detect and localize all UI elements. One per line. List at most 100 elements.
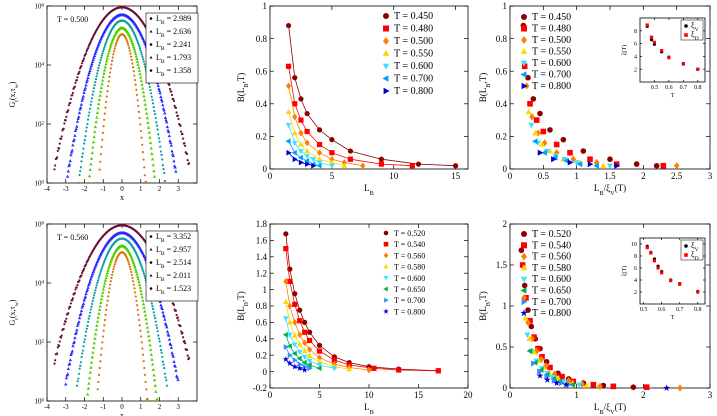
data-point [678,282,682,286]
legend-label: ξD [691,250,699,262]
p1-xlabel: x [120,193,124,202]
x-tick-label: 10 [389,171,399,181]
p2-frame [269,5,469,170]
data-point [155,324,158,327]
data-point [85,126,88,129]
data-point [652,40,657,44]
data-point [89,103,92,106]
data-point [83,86,87,90]
data-point [96,279,100,282]
legend-label: LB = 2.241 [156,40,191,52]
data-point [301,354,308,360]
data-point [543,376,551,383]
data-point [94,80,97,84]
data-point [143,309,147,313]
data-point [100,82,104,86]
data-point [150,357,154,361]
data-point [304,110,310,117]
data-point [346,366,353,372]
data-point [81,155,84,158]
data-point [147,399,150,401]
data-point [139,129,143,133]
data-point [316,127,323,133]
y-tick-label: 0 [503,383,508,393]
data-point [152,311,155,314]
data-point [138,47,142,50]
data-point [172,159,176,163]
data-point [174,169,178,173]
data-point [183,342,187,345]
y-tick-label: 1.4 [256,252,268,262]
data-point [306,362,312,368]
legend-label: ξD [691,30,699,42]
data-point [60,334,63,337]
data-point [576,382,583,389]
y-tick-label: 1.6 [256,236,268,246]
data-point [94,328,98,332]
data-point [138,45,141,48]
data-point [82,345,85,348]
data-point [102,284,106,288]
data-point [525,74,531,81]
data-point [663,384,671,391]
data-point [91,145,95,149]
data-point [139,335,143,338]
data-point [137,68,142,72]
data-point [80,64,83,68]
y-tick-label: 0 [263,164,268,174]
data-point [298,117,304,123]
data-point [163,116,168,120]
data-point [173,364,177,368]
data-point [133,51,138,55]
data-point [291,332,298,338]
data-point [94,120,98,124]
data-point [287,278,293,284]
data-point [562,381,570,388]
legend-marker [382,63,390,70]
data-point [287,352,293,359]
data-point [101,341,104,344]
y-tick-label: 0.8 [256,301,268,311]
data-point [302,329,308,335]
data-point [62,127,65,130]
data-point [316,162,322,169]
data-point [60,135,63,138]
legend-label: T = 0.500 [394,36,433,47]
data-point [185,348,189,351]
p3-ylabel: B(LB,T) [478,73,492,102]
y-tick-label: 0.6 [256,66,268,76]
y-tick-label: 0.2 [256,132,267,142]
legend-marker [383,241,389,247]
data-point [94,77,98,81]
data-point [610,383,617,390]
data-point [130,58,133,62]
data-point [147,130,151,134]
data-point [531,360,537,367]
p3-panel: 0 0.5 1 1.5 2 2.5 3 0 0.2 0.4 0.6 0.8 1 LB/ξV(T) B(LB,… [478,1,713,196]
x-tick-label: 1.5 [604,171,616,181]
data-point [104,42,107,45]
data-point [103,278,108,282]
data-point [530,348,538,355]
data-point [114,261,117,264]
data-point [587,161,594,168]
data-point [570,155,577,163]
data-point [58,340,61,343]
data-point [297,331,303,339]
data-point [135,272,139,276]
x-tick-label: 0 [120,185,124,193]
legend-marker [149,43,153,46]
data-point [96,69,100,72]
p2-panel: 0 5 10 15 0 0.2 0.4 0.6 0.8 1 LB B(LB,T) T = 0.450 T … [236,1,469,197]
data-point [137,110,141,113]
data-point [162,314,166,318]
data-point [172,99,176,103]
data-point [630,384,637,390]
data-point [283,231,289,237]
data-point [94,48,99,52]
data-point [537,149,544,156]
p4-annotation: T = 0.560 [57,233,88,242]
data-point [80,274,83,277]
data-point [164,118,168,122]
